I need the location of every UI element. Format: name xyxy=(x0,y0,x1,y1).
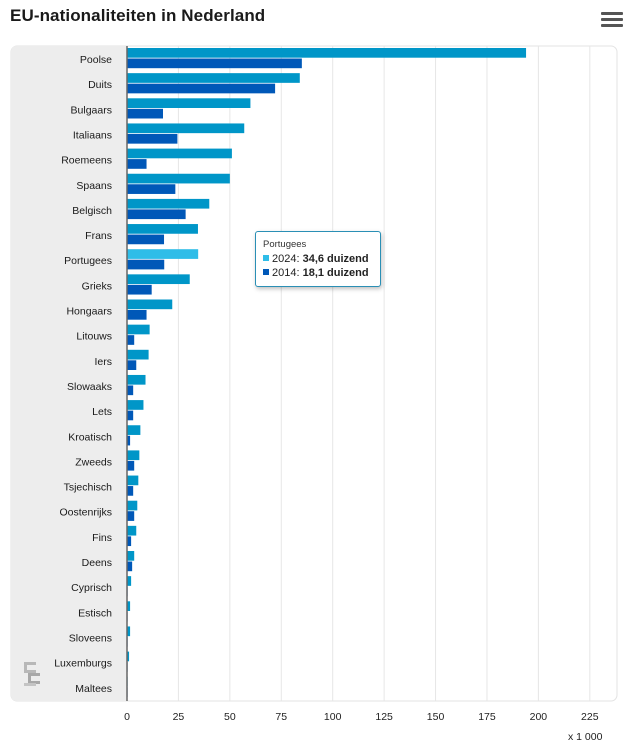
bar-2024 xyxy=(127,500,138,511)
bar-2014 xyxy=(127,108,163,119)
bar-2024 xyxy=(127,576,132,586)
category-label: Duits xyxy=(88,79,112,91)
category-label: Kroatisch xyxy=(68,431,112,443)
category-label: Roemeens xyxy=(61,155,112,167)
x-tick-label: 75 xyxy=(275,711,287,723)
category-label: Luxemburgs xyxy=(54,658,112,670)
x-tick-label: 200 xyxy=(530,711,548,723)
bar-2014 xyxy=(127,511,135,521)
hamburger-menu-icon[interactable] xyxy=(601,12,623,30)
bar-2024 xyxy=(127,224,198,234)
x-tick-label: 100 xyxy=(324,711,342,723)
category-label: Deens xyxy=(82,557,112,569)
bar-2024 xyxy=(127,73,300,83)
x-tick-label: 175 xyxy=(478,711,496,723)
bar-2024 xyxy=(127,475,139,486)
bar-2014 xyxy=(127,133,178,144)
bar-2024 xyxy=(127,173,230,184)
chart-title: EU-nationaliteiten in Nederland xyxy=(10,6,266,25)
category-label: Grieks xyxy=(82,280,112,292)
bar-2014 xyxy=(127,360,137,370)
bar-2014 xyxy=(127,310,147,320)
x-tick-label: 225 xyxy=(581,711,599,723)
bar-2024 xyxy=(127,651,130,662)
bar-2014 xyxy=(127,561,133,572)
bar-2014 xyxy=(127,234,165,245)
x-tick-label: 25 xyxy=(173,711,185,723)
tooltip-row-2014: 2014: 18,1 duizend xyxy=(263,266,380,280)
tooltip-category: Portugees xyxy=(263,239,307,250)
bar-2024 xyxy=(127,400,144,410)
bar-2014 xyxy=(127,83,276,94)
category-label: Tsjechisch xyxy=(64,482,113,494)
bar-2014 xyxy=(127,284,152,295)
bar-2024 xyxy=(127,324,150,335)
tooltip-value: 18,1 duizend xyxy=(302,267,369,279)
category-label: Frans xyxy=(85,230,112,242)
category-label: Iers xyxy=(94,356,112,368)
bar-2024 xyxy=(127,525,137,536)
bar-2014 xyxy=(127,58,302,69)
category-label: Fins xyxy=(92,532,112,544)
category-label: Estisch xyxy=(78,607,112,619)
bar-2024 xyxy=(127,198,210,209)
bar-2024 xyxy=(127,601,131,611)
category-label: Sloveens xyxy=(69,632,112,644)
bar-2024 xyxy=(127,374,146,385)
x-tick-label: 125 xyxy=(375,711,393,723)
bar-2024 xyxy=(127,425,141,435)
category-label-panel xyxy=(11,46,127,701)
category-label: Italiaans xyxy=(73,129,112,141)
tooltip-series-label: 2024: xyxy=(272,253,300,265)
bar-2014 xyxy=(127,335,135,345)
bar-2014 xyxy=(127,259,165,270)
hover-tooltip: Portugees 2024: 34,6 duizend 2014: 18,1 … xyxy=(255,231,381,287)
tooltip-value: 34,6 duizend xyxy=(302,253,369,265)
category-label: Bulgaars xyxy=(71,104,112,116)
x-axis-unit-label: x 1 000 xyxy=(568,731,603,743)
category-label: Poolse xyxy=(80,54,112,66)
tooltip-series-label: 2014: xyxy=(272,267,300,279)
bar-2024 xyxy=(127,450,140,461)
bar-2014 xyxy=(127,536,132,547)
bar-2014 xyxy=(127,209,186,220)
bar-2024 xyxy=(127,349,149,360)
bar-2024 xyxy=(127,299,173,310)
bar-2014 xyxy=(127,410,134,421)
tooltip-row-2024: 2024: 34,6 duizend xyxy=(263,252,380,266)
bar-2024 xyxy=(127,98,251,108)
bar-2024 xyxy=(127,249,199,259)
category-label: Lets xyxy=(92,406,112,418)
bar-2014 xyxy=(127,184,176,194)
bar-2024 xyxy=(127,551,135,561)
tooltip-swatch-2024 xyxy=(263,255,269,261)
tooltip-swatch-2014 xyxy=(263,269,269,275)
category-label: Slowaaks xyxy=(67,381,112,393)
category-label: Spaans xyxy=(76,180,112,192)
category-label: Zweeds xyxy=(75,456,112,468)
category-label: Hongaars xyxy=(66,306,112,318)
bar-2024 xyxy=(127,48,527,58)
category-label: Oostenrijks xyxy=(59,507,112,519)
bar-2014 xyxy=(127,385,134,396)
category-label: Cyprisch xyxy=(71,582,112,594)
bar-2024 xyxy=(127,274,190,285)
bar-2014 xyxy=(127,435,131,446)
category-label: Belgisch xyxy=(72,205,112,217)
x-tick-label: 0 xyxy=(124,711,130,723)
bar-2014 xyxy=(127,486,134,496)
bar-2014 xyxy=(127,159,147,169)
bar-2024 xyxy=(127,123,245,134)
bar-2014 xyxy=(127,460,135,471)
bar-2024 xyxy=(127,626,131,637)
category-label: Portugees xyxy=(64,255,112,267)
x-tick-label: 150 xyxy=(427,711,445,723)
cbs-logo-icon xyxy=(24,662,40,686)
category-label: Maltees xyxy=(75,683,112,695)
bar-2024 xyxy=(127,148,232,159)
category-label: Litouws xyxy=(76,331,112,343)
x-tick-label: 50 xyxy=(224,711,236,723)
